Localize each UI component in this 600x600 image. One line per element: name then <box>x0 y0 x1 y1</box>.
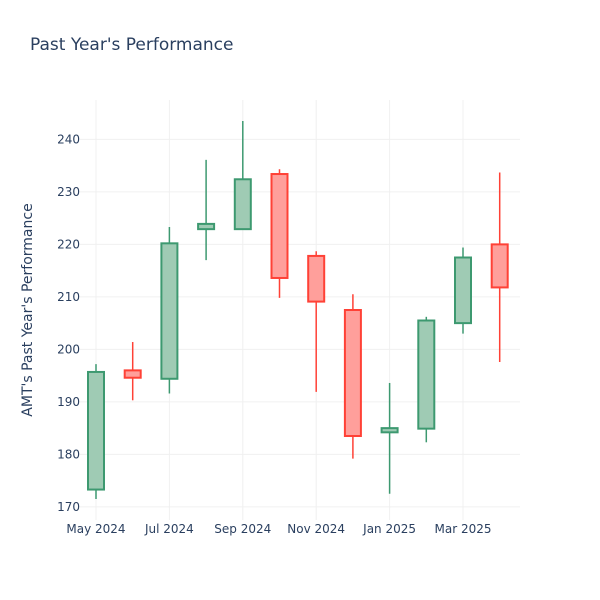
x-tick-label: Nov 2024 <box>287 522 345 536</box>
x-tick-label: May 2024 <box>66 522 125 536</box>
chart-title: Past Year's Performance <box>30 35 234 55</box>
candle-increasing <box>87 364 105 499</box>
candle-body <box>490 243 509 289</box>
candle-body <box>87 370 105 491</box>
candle-layer <box>87 121 509 499</box>
candle-body <box>270 173 289 279</box>
candle-body <box>197 222 216 231</box>
y-tick-label: 220 <box>57 237 80 251</box>
candle-body <box>454 256 472 325</box>
x-tick-label: Jul 2024 <box>144 522 194 536</box>
candle-decreasing <box>343 294 362 459</box>
y-tick-label: 210 <box>57 290 80 304</box>
candle-body <box>233 178 252 231</box>
candle-decreasing <box>307 251 326 392</box>
candle-increasing <box>160 227 179 394</box>
x-tick-label: Jan 2025 <box>362 522 416 536</box>
y-tick-label: 170 <box>57 500 80 514</box>
y-axis-label: AMT's Past Year's Performance <box>20 203 36 416</box>
candle-decreasing <box>270 169 289 298</box>
tick-layer: 170 180 190 200 210 220 230 240 May 2024 Jul 2024… <box>57 132 491 536</box>
y-tick-label: 190 <box>57 395 80 409</box>
candle-body <box>380 427 399 434</box>
y-tick-label: 200 <box>57 342 80 356</box>
candle-body <box>343 309 362 437</box>
x-tick-label: Sep 2024 <box>214 522 271 536</box>
x-tick-label: Mar 2025 <box>435 522 492 536</box>
candle-body <box>123 369 142 379</box>
y-tick-label: 180 <box>57 447 80 461</box>
candle-increasing <box>417 316 436 443</box>
y-tick-label: 230 <box>57 185 80 199</box>
candle-decreasing <box>123 342 142 401</box>
candle-increasing <box>233 121 252 231</box>
candle-body <box>160 242 179 380</box>
candle-increasing <box>380 382 399 494</box>
candle-increasing <box>454 247 472 334</box>
candle-decreasing <box>490 172 509 362</box>
candle-body <box>417 319 436 430</box>
candle-body <box>307 254 326 303</box>
y-tick-label: 240 <box>57 132 80 146</box>
candle-increasing <box>197 159 216 261</box>
